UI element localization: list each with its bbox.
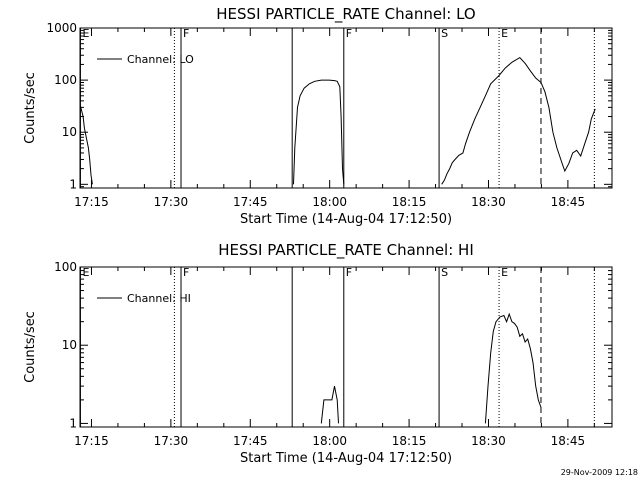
y-tick-label: 1 [69, 177, 77, 191]
y-tick-label: 10 [62, 338, 77, 352]
x-tick-label: 18:45 [551, 434, 586, 448]
series-line [293, 79, 345, 185]
event-marker-label: S [441, 266, 448, 279]
y-axis-label: Counts/sec [23, 72, 38, 144]
event-marker-label: F [346, 266, 352, 279]
legend-label: Channel: HI [127, 292, 191, 305]
y-tick-label: 1000 [46, 21, 77, 35]
event-marker-label: E [501, 27, 508, 40]
event-marker-label: S [441, 27, 448, 40]
event-marker-label: E [82, 266, 89, 279]
series-line [79, 105, 93, 185]
footer-date: 29-Nov-2009 12:18 [561, 468, 638, 477]
y-tick-label: 1 [69, 416, 77, 430]
x-tick-label: 17:30 [154, 195, 189, 209]
event-marker-label: F [183, 27, 189, 40]
chart-title: HESSI PARTICLE_RATE Channel: LO [216, 5, 475, 24]
x-tick-label: 17:15 [74, 434, 109, 448]
x-tick-label: 18:30 [471, 195, 506, 209]
event-marker-label: E [501, 266, 508, 279]
y-tick-label: 100 [54, 73, 77, 87]
x-tick-label: 17:30 [154, 434, 189, 448]
y-axis-label: Counts/sec [23, 311, 38, 383]
event-marker-label: E [82, 27, 89, 40]
y-tick-label: 10 [62, 125, 77, 139]
series-line [441, 56, 596, 185]
x-tick-label: 17:45 [233, 434, 268, 448]
series-line [484, 312, 542, 424]
series-line [320, 386, 339, 424]
chart-title: HESSI PARTICLE_RATE Channel: HI [218, 241, 474, 260]
panel-hi: HESSI PARTICLE_RATE Channel: HI 1 10 100 17:… [23, 241, 613, 466]
x-tick-label: 18:15 [392, 434, 427, 448]
panel-lo: HESSI PARTICLE_RATE Channel: LO 1 10 100 100… [23, 5, 613, 227]
legend-label: Channel: LO [127, 53, 194, 66]
x-tick-label: 17:15 [74, 195, 109, 209]
plot-frame [79, 266, 613, 428]
x-tick-label: 18:00 [312, 434, 347, 448]
x-axis-label: Start Time (14-Aug-04 17:12:50) [240, 212, 452, 227]
event-marker-label: F [183, 266, 189, 279]
y-tick-label: 100 [54, 260, 77, 274]
x-tick-label: 18:45 [551, 195, 586, 209]
x-tick-label: 17:45 [233, 195, 268, 209]
plot-frame [79, 27, 613, 189]
x-tick-label: 18:15 [392, 195, 427, 209]
event-marker-label: F [346, 27, 352, 40]
x-axis-label: Start Time (14-Aug-04 17:12:50) [240, 451, 452, 466]
x-tick-label: 18:30 [471, 434, 506, 448]
x-tick-label: 18:00 [312, 195, 347, 209]
